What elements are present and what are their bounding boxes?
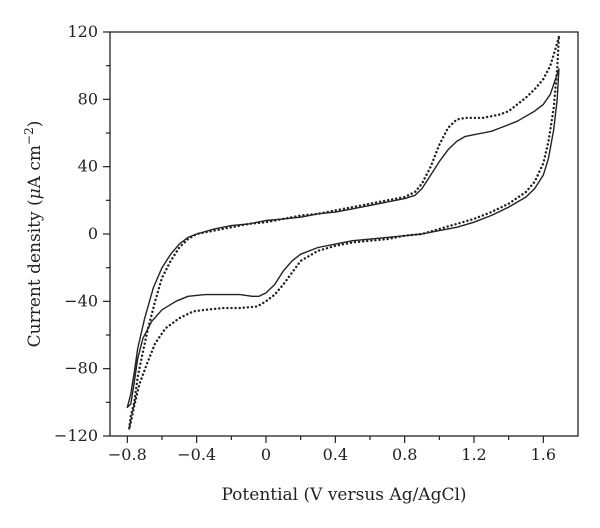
y-axis-title-unit: A cm [25, 145, 45, 189]
x-tick-label: 0.8 [392, 445, 417, 464]
y-axis-title-mu: μ [25, 188, 45, 199]
curves-layer [126, 35, 561, 431]
y-tick-label: 40 [78, 157, 98, 176]
x-tick-label: −0.4 [177, 445, 216, 464]
x-tick-label: −0.8 [108, 445, 147, 464]
y-axis-title-suffix: ) [25, 121, 45, 128]
plot-frame [109, 31, 579, 437]
y-tick-label: −40 [64, 291, 98, 310]
x-tick-label: 0.4 [323, 445, 348, 464]
x-tick-label: 1.2 [461, 445, 486, 464]
y-axis-title: Current density (μA cm−2) [22, 121, 45, 348]
x-tick-label: 1.6 [531, 445, 556, 464]
x-axis-title: Potential (V versus Ag/AgCl) [221, 485, 466, 505]
y-tick-label: −80 [64, 359, 98, 378]
y-axis-title-prefix: Current density ( [25, 199, 45, 347]
y-tick-label: 0 [88, 224, 98, 243]
y-tick-label: 80 [78, 89, 98, 108]
solid-curve [126, 68, 560, 409]
y-tick-label: 120 [67, 22, 98, 41]
dotted-curve [127, 35, 561, 431]
y-tick-label: −120 [54, 426, 98, 445]
x-tick-label: 0 [261, 445, 271, 464]
y-axis-title-exponent: −2 [22, 127, 36, 145]
ticks-layer: −0.8 −0.4 0 0.4 0.8 1.2 1.6 −120 −80 −40 0 40 80 120 [54, 22, 556, 464]
